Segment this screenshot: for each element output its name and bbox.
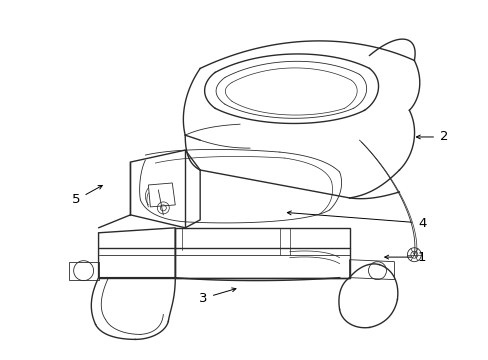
Text: 3: 3 — [199, 292, 207, 305]
Text: 2: 2 — [439, 130, 447, 144]
Text: 1: 1 — [417, 251, 426, 264]
Text: 4: 4 — [417, 216, 426, 230]
Text: 5: 5 — [72, 193, 81, 206]
